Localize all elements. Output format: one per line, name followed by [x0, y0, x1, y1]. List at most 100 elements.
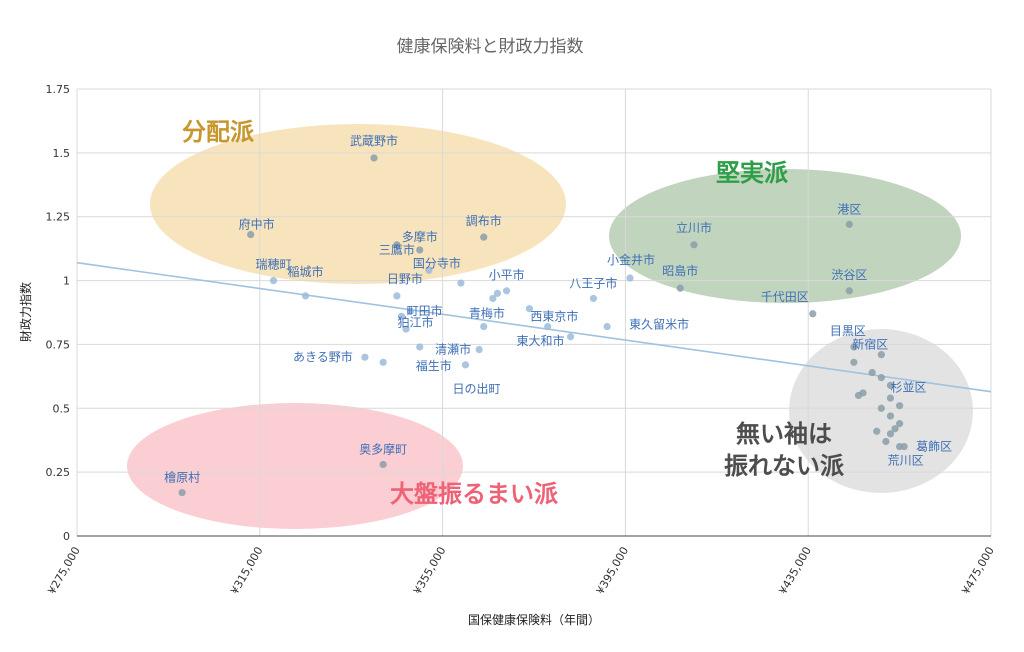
data-point — [402, 325, 410, 333]
point-label: 立川市 — [676, 220, 712, 235]
trendline — [76, 261, 992, 393]
group-label: 分配派 — [182, 118, 254, 146]
data-point — [544, 322, 552, 331]
data-point — [566, 333, 575, 341]
point-label: 狛江市 — [397, 314, 433, 329]
point-label: 荒川区 — [888, 454, 924, 468]
point-label: 町田市 — [407, 303, 443, 318]
point-label: 目黒区 — [830, 324, 866, 338]
x-tick-label: ¥315,000 — [228, 545, 266, 597]
point-label: 国分寺市 — [413, 255, 461, 270]
point-label: あきる野市 — [293, 349, 353, 364]
y-tick-label: 0 — [63, 530, 70, 543]
point-label: 千代田区 — [761, 290, 809, 304]
data-point — [603, 322, 611, 331]
point-label: 調布市 — [466, 213, 502, 228]
data-point — [502, 287, 511, 295]
data-point — [626, 274, 634, 282]
x-tick-label: ¥355,000 — [411, 545, 449, 597]
data-point — [877, 404, 885, 412]
point-label: 小金井市 — [607, 252, 655, 267]
data-point — [407, 307, 415, 315]
point-label: 武蔵野市 — [350, 133, 398, 148]
data-point — [896, 402, 904, 410]
data-point — [269, 276, 278, 285]
data-point — [886, 412, 895, 420]
data-point — [425, 266, 433, 274]
data-point — [809, 310, 817, 318]
point-label: 西東京市 — [530, 309, 578, 324]
group-label: 振れない派 — [724, 452, 844, 480]
data-point — [896, 443, 904, 451]
point-label: 昭島市 — [662, 263, 698, 278]
point-label: 檜原村 — [164, 470, 200, 485]
data-point — [850, 358, 858, 366]
data-point — [397, 312, 406, 320]
group-label: 大盤振るまい派 — [390, 480, 558, 508]
data-point — [457, 279, 465, 287]
data-point — [393, 292, 401, 300]
data-point — [882, 437, 890, 446]
data-point — [493, 289, 502, 297]
data-point — [525, 305, 534, 313]
x-axis-title: 国保健康保険料（年間） — [468, 612, 600, 627]
data-point — [461, 361, 470, 369]
data-point — [489, 294, 497, 303]
data-point — [886, 430, 895, 438]
data-point — [301, 292, 310, 300]
data-point — [690, 241, 698, 249]
x-tick-label: ¥395,000 — [594, 545, 632, 597]
point-label: 日の出町 — [452, 382, 500, 396]
point-label: 瑞穂町 — [256, 258, 292, 272]
data-point — [854, 391, 863, 400]
data-point — [393, 241, 401, 249]
group-ellipse — [609, 169, 961, 303]
data-point — [480, 322, 488, 331]
point-label: 八王子市 — [569, 275, 617, 290]
data-point — [891, 425, 899, 433]
data-point — [416, 246, 424, 254]
data-point — [480, 233, 488, 241]
point-label: 杉並区 — [890, 380, 926, 394]
data-point — [877, 351, 885, 359]
point-label: 東大和市 — [517, 333, 565, 348]
data-point — [247, 230, 255, 239]
point-label: 葛飾区 — [916, 440, 952, 454]
data-point — [886, 381, 895, 389]
data-point — [379, 358, 387, 366]
point-label: 青梅市 — [469, 305, 505, 320]
data-point — [845, 287, 853, 295]
data-point — [475, 345, 483, 354]
point-label: 小平市 — [489, 267, 525, 282]
point-label: 日野市 — [387, 271, 423, 286]
point-label: 福生市 — [416, 358, 452, 373]
data-point — [873, 427, 881, 435]
data-point — [868, 368, 876, 377]
data-point — [877, 374, 885, 382]
chart-title: 健康保険料と財政力指数 — [397, 37, 584, 57]
y-tick-label: 1.75 — [46, 83, 71, 96]
point-label: 東久留米市 — [629, 317, 689, 332]
point-label: 稲城市 — [287, 264, 323, 279]
x-tick-label: ¥435,000 — [777, 545, 815, 597]
data-point — [589, 294, 598, 303]
point-label: 新宿区 — [852, 337, 888, 352]
point-label: 府中市 — [239, 217, 275, 232]
data-point — [845, 220, 853, 228]
point-label: 渋谷区 — [831, 268, 867, 282]
group-ellipse — [150, 124, 566, 284]
y-axis-title: 財政力指数 — [18, 282, 33, 342]
point-label: 奥多摩町 — [359, 441, 407, 456]
group-label: 堅実派 — [716, 159, 788, 187]
group-ellipse — [127, 403, 463, 529]
data-point — [896, 420, 904, 428]
data-point — [370, 154, 378, 162]
x-tick-label: ¥475,000 — [959, 545, 997, 597]
data-point — [178, 488, 186, 497]
y-tick-label: 1.25 — [46, 211, 71, 224]
point-label: 三鷹市 — [379, 242, 415, 257]
y-tick-label: 0.75 — [46, 338, 71, 351]
data-point — [850, 343, 858, 351]
data-point — [886, 394, 895, 402]
point-label: 清瀬市 — [435, 342, 471, 357]
